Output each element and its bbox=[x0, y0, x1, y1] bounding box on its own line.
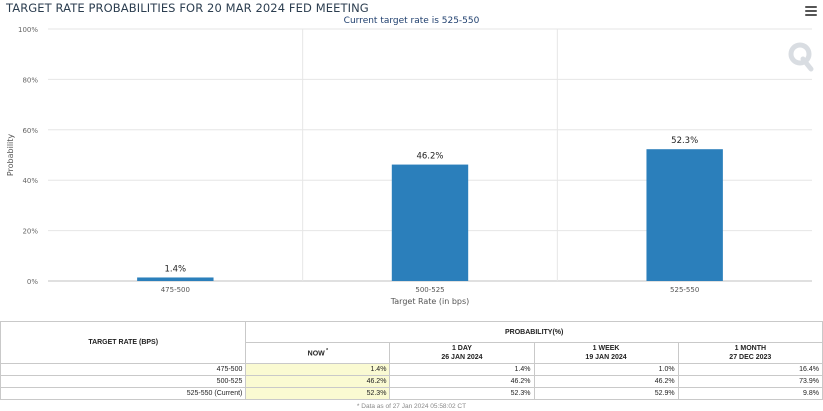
bar-value-label: 46.2% bbox=[416, 152, 443, 162]
period-label: 1 DAY bbox=[451, 345, 472, 352]
x-axis-title: Target Rate (in bps) bbox=[390, 297, 470, 306]
chart-title: TARGET RATE PROBABILITIES FOR 20 MAR 202… bbox=[6, 1, 369, 15]
bar-value-label: 52.3% bbox=[671, 136, 698, 146]
y-tick-label: 0% bbox=[27, 278, 38, 286]
rate-cell: 475-500 bbox=[0, 363, 247, 376]
period-column-header: 1 MONTH 27 DEC 2023 bbox=[677, 342, 823, 364]
chart-subtitle: Current target rate is 525-550 bbox=[343, 16, 480, 26]
now-probability-cell: 1.4% bbox=[245, 363, 391, 376]
rate-cell: 525-550 (Current) bbox=[0, 387, 247, 400]
y-tick-label: 80% bbox=[22, 76, 38, 84]
period-label: 1 MONTH bbox=[734, 345, 767, 352]
menu-icon[interactable] bbox=[805, 6, 817, 17]
now-probability-cell: 52.3% bbox=[245, 387, 391, 400]
rate-column-header: TARGET RATE (BPS) bbox=[0, 321, 247, 364]
probability-cell: 52.3% bbox=[389, 387, 535, 400]
x-tick-label: 475-500 bbox=[161, 286, 190, 294]
y-tick-label: 60% bbox=[22, 127, 38, 135]
data-timestamp-note: * Data as of 27 Jan 2024 05:58:02 CT bbox=[356, 403, 467, 410]
probability-cell: 1.0% bbox=[533, 363, 679, 376]
period-column-header: NOW * bbox=[245, 342, 391, 364]
period-date: 27 DEC 2023 bbox=[729, 354, 772, 361]
probability-cell: 46.2% bbox=[533, 375, 679, 388]
table-row: 475-500 1.4% 1.4% 1.0% 16.4% bbox=[0, 363, 823, 376]
period-label: 1 WEEK bbox=[592, 345, 620, 352]
probability-cell: 1.4% bbox=[389, 363, 535, 376]
period-label: NOW bbox=[307, 350, 325, 358]
probability-table: TARGET RATE (BPS) PROBABILITY(%) NOW * 1 … bbox=[0, 321, 823, 400]
watermark-logo-icon bbox=[788, 42, 814, 72]
x-tick-label: 500-525 bbox=[415, 286, 444, 294]
period-column-header: 1 WEEK 19 JAN 2024 bbox=[533, 342, 679, 364]
bar bbox=[137, 277, 214, 281]
probability-column-header: PROBABILITY(%) bbox=[245, 321, 823, 343]
probability-cell: 46.2% bbox=[389, 375, 535, 388]
probability-cell: 73.9% bbox=[677, 375, 823, 388]
period-date: 26 JAN 2024 bbox=[441, 354, 483, 361]
bar-value-label: 1.4% bbox=[165, 264, 187, 274]
probability-bar-chart: 0% 20% 40% 60% 80% 100% 1.4% 475-500 46.2% 500-52… bbox=[6, 26, 812, 306]
y-tick-label: 40% bbox=[22, 177, 38, 185]
table-row: 500-525 46.2% 46.2% 46.2% 73.9% bbox=[0, 375, 823, 388]
x-tick-label: 525-550 bbox=[670, 286, 699, 294]
table-row: 525-550 (Current) 52.3% 52.3% 52.9% 9.8% bbox=[0, 387, 823, 400]
bar bbox=[646, 149, 723, 281]
period-date: 19 JAN 2024 bbox=[585, 354, 627, 361]
y-tick-label: 20% bbox=[22, 228, 38, 236]
probability-cell: 52.9% bbox=[533, 387, 679, 400]
footnote-marker: * bbox=[324, 348, 329, 355]
now-probability-cell: 46.2% bbox=[245, 375, 391, 388]
y-tick-label: 100% bbox=[18, 26, 38, 34]
period-column-header: 1 DAY 26 JAN 2024 bbox=[389, 342, 535, 364]
y-axis-title: Probability bbox=[6, 134, 15, 177]
rate-cell: 500-525 bbox=[0, 375, 247, 388]
bar bbox=[391, 164, 469, 281]
probability-cell: 9.8% bbox=[677, 387, 823, 400]
probability-cell: 16.4% bbox=[677, 363, 823, 376]
